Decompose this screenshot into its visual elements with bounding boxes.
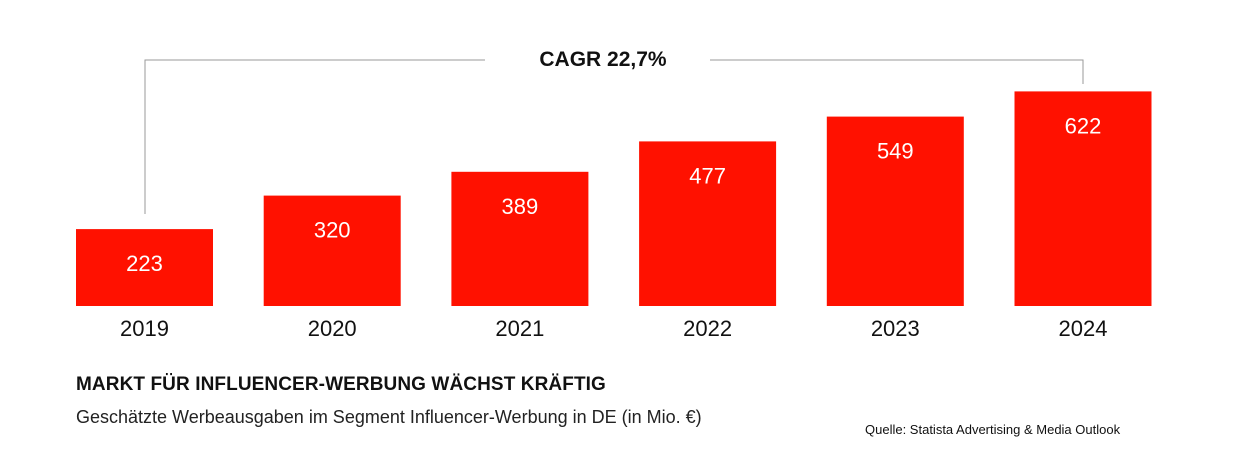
x-tick-2019: 2019 — [120, 316, 169, 341]
chart-title: MARKT FÜR INFLUENCER-WERBUNG WÄCHST KRÄF… — [76, 374, 606, 395]
value-label-2021: 389 — [502, 194, 539, 219]
cagr-bracket-right — [710, 59, 1084, 84]
chart-subtitle: Geschätzte Werbeausgaben im Segment Infl… — [76, 407, 702, 427]
x-tick-2021: 2021 — [495, 316, 544, 341]
x-tick-2020: 2020 — [308, 316, 357, 341]
bar-2023 — [826, 116, 964, 306]
chart-source: Quelle: Statista Advertising & Media Out… — [865, 422, 1121, 437]
value-labels: 223 320 389 477 549 622 — [126, 113, 1101, 276]
value-label-2022: 477 — [689, 163, 726, 188]
value-label-2019: 223 — [126, 251, 163, 276]
value-label-2023: 549 — [877, 139, 914, 164]
cagr-bracket: CAGR 22,7% — [144, 48, 1084, 214]
cagr-bracket-left — [144, 59, 485, 214]
value-label-2024: 622 — [1065, 113, 1102, 138]
bar-2022 — [639, 141, 777, 306]
x-tick-2022: 2022 — [683, 316, 732, 341]
bar-2019 — [76, 229, 213, 306]
bars — [76, 91, 1152, 307]
x-tick-2024: 2024 — [1059, 316, 1108, 341]
x-tick-labels: 2019 2020 2021 2022 2023 2024 — [120, 316, 1107, 341]
bar-2021 — [451, 171, 589, 306]
cagr-annotation: CAGR 22,7% — [539, 48, 667, 71]
bar-2024 — [1014, 91, 1152, 307]
x-tick-2023: 2023 — [871, 316, 920, 341]
bar-2020 — [263, 195, 401, 306]
value-label-2020: 320 — [314, 218, 351, 243]
